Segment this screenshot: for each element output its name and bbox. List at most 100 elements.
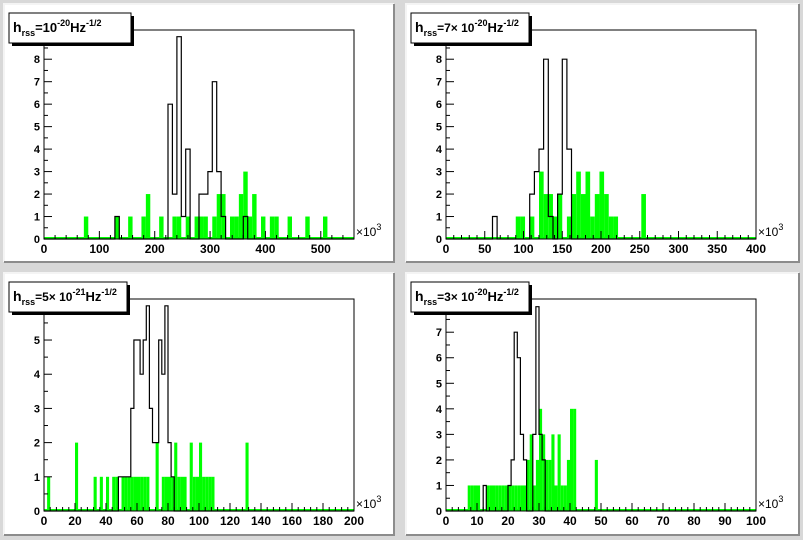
y-tick-label: 0: [34, 506, 40, 518]
green-bin: [177, 476, 181, 511]
x-exponent-base: ×10: [758, 497, 779, 511]
green-bin: [517, 485, 521, 511]
green-bin: [93, 476, 97, 511]
green-bin: [608, 216, 614, 239]
x-exponent-base: ×10: [356, 225, 377, 239]
x-exponent-power: 3: [376, 494, 381, 504]
chart-pad-4: 0102030405060708090100012345678×103hrss=…: [405, 272, 800, 536]
title-eq: =3× 10: [437, 290, 475, 304]
title-unit-exp: -1/2: [101, 287, 117, 297]
chart-pad-2: 0501001502002503003504000123456789×103hr…: [405, 3, 800, 263]
green-bin: [211, 476, 215, 511]
y-tick-label: 6: [436, 353, 442, 365]
title-sub: rss: [424, 297, 438, 307]
x-exponent-power: 3: [778, 222, 783, 232]
x-tick-label: 350: [707, 242, 727, 256]
x-tick-label: 300: [200, 242, 220, 256]
y-tick-label: 3: [436, 167, 442, 179]
title-box: [8, 12, 132, 44]
green-bin: [189, 442, 193, 511]
green-bin: [508, 485, 512, 511]
green-bin: [504, 485, 508, 511]
chart-pad-3: 0204060801001201401601802000123456×103hr…: [3, 272, 395, 536]
green-bin: [269, 216, 275, 239]
green-bin: [594, 194, 600, 239]
y-tick-label: 8: [436, 54, 442, 66]
x-tick-label: 500: [311, 242, 331, 256]
y-tick-label: 1: [34, 472, 40, 484]
title-exp: -20: [57, 18, 70, 28]
green-bin: [205, 476, 209, 511]
title-h: h: [415, 19, 424, 35]
y-tick-label: 5: [34, 335, 40, 347]
green-bin: [599, 171, 605, 239]
title-unit: Hz: [70, 20, 86, 35]
x-tick-label: 200: [591, 242, 611, 256]
green-bin: [529, 216, 535, 239]
x-tick-label: 100: [189, 514, 209, 528]
y-tick-label: 0: [436, 234, 442, 246]
green-bin: [83, 216, 89, 239]
green-bin: [183, 476, 187, 511]
chart-pad-1: 01002003004005000123456789×103hrss=10-20…: [3, 3, 395, 263]
x-exponent-label: ×103: [356, 222, 381, 239]
x-tick-label: 0: [41, 242, 48, 256]
y-tick-label: 1: [436, 480, 442, 492]
green-bin: [495, 485, 499, 511]
green-bin: [195, 476, 199, 511]
x-tick-label: 250: [630, 242, 650, 256]
green-bin: [199, 216, 204, 239]
title-exp: -20: [474, 18, 487, 28]
y-tick-label: 3: [34, 403, 40, 415]
y-tick-label: 2: [436, 189, 442, 201]
green-bin: [511, 485, 515, 511]
green-bin: [323, 216, 328, 239]
x-tick-label: 160: [282, 514, 302, 528]
x-tick-label: 150: [552, 242, 572, 256]
green-bin: [557, 434, 561, 511]
x-tick-label: 100: [89, 242, 109, 256]
green-bin: [194, 216, 199, 239]
pad-bevel-dark: [4, 273, 395, 536]
x-tick-label: 180: [313, 514, 333, 528]
green-bin: [212, 216, 217, 239]
x-tick-label: 120: [220, 514, 240, 528]
x-tick-label: 0: [41, 514, 48, 528]
pad-bevel-dark: [406, 273, 800, 536]
green-bin: [590, 216, 595, 239]
green-bin: [557, 194, 563, 239]
pad-bevel-dark: [4, 4, 395, 263]
green-bin: [234, 216, 239, 239]
green-bin: [548, 459, 552, 511]
y-tick-label: 1: [436, 212, 442, 224]
green-bin: [514, 485, 518, 511]
green-bin: [202, 476, 206, 511]
x-exponent-label: ×103: [758, 494, 783, 511]
x-tick-label: 40: [99, 514, 113, 528]
green-bin: [566, 216, 572, 239]
green-bin: [261, 216, 266, 239]
y-tick-label: 2: [436, 455, 442, 467]
x-tick-label: 60: [625, 514, 639, 528]
green-bin: [539, 408, 543, 511]
x-tick-label: 80: [687, 514, 701, 528]
green-bin: [47, 476, 51, 511]
title-exp: -20: [474, 287, 487, 297]
x-tick-label: 20: [68, 514, 82, 528]
x-tick-label: 40: [563, 514, 577, 528]
green-bin: [168, 476, 172, 511]
x-exponent-label: ×103: [758, 222, 783, 239]
green-bin: [526, 459, 530, 511]
green-bin: [180, 476, 184, 511]
x-exponent-power: 3: [376, 222, 381, 232]
pad-bevel-light: [3, 272, 394, 535]
green-bin: [515, 216, 521, 239]
title-unit-exp: -1/2: [503, 18, 519, 28]
y-tick-label: 1: [34, 212, 40, 224]
green-bin: [535, 459, 539, 511]
x-tick-label: 100: [513, 242, 533, 256]
green-bin: [551, 434, 555, 511]
y-tick-label: 5: [436, 122, 442, 134]
green-bin: [613, 216, 619, 239]
green-bin: [543, 194, 549, 239]
